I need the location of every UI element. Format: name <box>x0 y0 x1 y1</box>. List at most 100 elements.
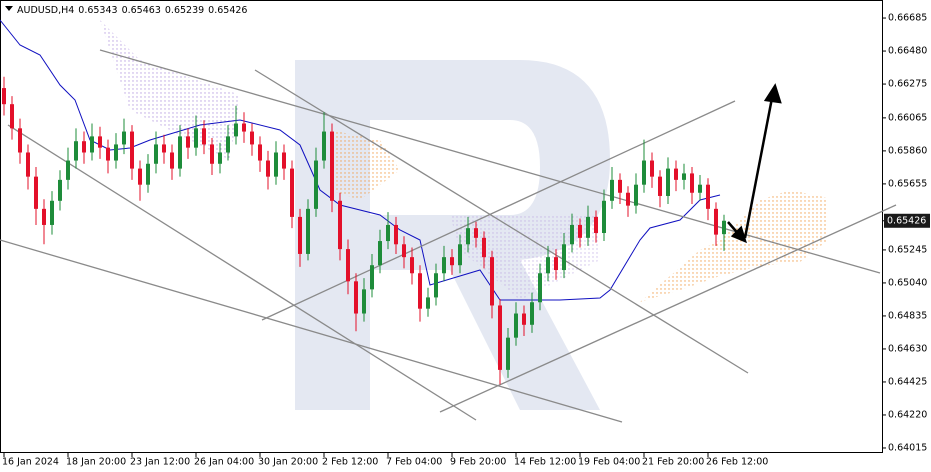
candle-body <box>514 313 518 338</box>
symbol: AUDUSD,H4 <box>17 5 74 16</box>
candle-body <box>330 131 334 201</box>
candle-body <box>234 123 238 137</box>
candle-body <box>626 192 630 206</box>
candle-body <box>26 152 30 177</box>
candle-body <box>434 273 438 298</box>
y-tick-label: 0.64015 <box>888 442 927 453</box>
x-tick-label: 23 Jan 12:00 <box>130 457 190 468</box>
ichimoku-cloud <box>640 190 828 302</box>
candle-body <box>66 160 70 180</box>
candle-body <box>354 281 358 314</box>
candle-body <box>370 265 374 290</box>
candle-body <box>722 220 726 235</box>
candle-body <box>562 244 566 271</box>
candle-body <box>154 144 158 164</box>
candle-body <box>578 224 582 238</box>
candle-body <box>170 152 174 169</box>
candle-body <box>338 200 342 250</box>
x-tick-label: 26 Jan 04:00 <box>194 457 254 468</box>
menu-triangle <box>5 6 13 11</box>
candle-body <box>458 244 462 266</box>
candle-body <box>226 136 230 153</box>
candle-body <box>554 257 558 271</box>
candle-body <box>698 184 702 193</box>
candle-body <box>162 144 166 153</box>
candle-body <box>346 249 350 282</box>
candle-body <box>410 257 414 274</box>
candle-body <box>378 241 382 266</box>
ichimoku-cloud <box>450 215 600 300</box>
candle-body <box>290 168 294 217</box>
candle-body <box>634 184 638 206</box>
chart-title: AUDUSD,H4 0.65343 0.65463 0.65239 0.65426 <box>17 5 247 16</box>
ichimoku-cloud <box>100 20 240 160</box>
y-tick-label: 0.64425 <box>888 376 927 387</box>
candle-body <box>530 302 534 325</box>
candle-body <box>714 208 718 235</box>
candle-body <box>58 179 62 201</box>
candle-body <box>106 147 110 161</box>
candle-body <box>618 179 622 193</box>
candle-body <box>402 244 406 258</box>
candle-body <box>450 257 454 266</box>
candle-body <box>586 216 590 238</box>
close-value: 0.65426 <box>208 5 247 16</box>
candle-body <box>650 160 654 177</box>
y-tick-label: 0.64220 <box>888 409 927 420</box>
x-tick-label: 7 Feb 04:00 <box>386 457 442 468</box>
forecast-arrow <box>727 83 782 244</box>
candle-body <box>34 176 38 209</box>
y-tick-label: 0.65040 <box>888 277 927 288</box>
candle-body <box>130 131 134 169</box>
y-tick-label: 0.64835 <box>888 310 927 321</box>
candle-body <box>322 131 326 161</box>
candle-body <box>490 257 494 306</box>
candle-body <box>466 228 470 245</box>
candle-body <box>642 160 646 185</box>
candle-body <box>498 305 502 370</box>
y-tick-label: 0.65655 <box>888 178 927 189</box>
x-tick-label: 16 Jan 2024 <box>2 457 59 468</box>
candle-body <box>186 136 190 148</box>
x-tick-label: 2 Feb 12:00 <box>322 457 378 468</box>
x-tick-label: 30 Jan 20:00 <box>258 457 318 468</box>
high-value: 0.65463 <box>122 5 161 16</box>
current-price: 0.65426 <box>887 215 926 226</box>
candle-body <box>218 152 222 164</box>
candle-body <box>274 152 278 177</box>
candle-body <box>146 163 150 185</box>
candle-body <box>18 128 22 153</box>
candle-body <box>674 168 678 180</box>
candle-body <box>682 173 686 180</box>
candle-body <box>570 224 574 245</box>
candle-body <box>122 131 126 145</box>
candle-body <box>394 224 398 245</box>
candle-body <box>114 144 118 161</box>
candle-body <box>666 168 670 196</box>
y-tick-label: 0.66480 <box>888 46 927 57</box>
x-tick-label: 14 Feb 12:00 <box>514 457 576 468</box>
y-tick-label: 0.66275 <box>888 79 927 90</box>
y-tick-label: 0.65245 <box>888 244 927 255</box>
candle-body <box>42 208 46 225</box>
candle-body <box>362 289 366 314</box>
candle-body <box>522 313 526 325</box>
candle-body <box>314 160 318 209</box>
x-tick-label: 26 Feb 12:00 <box>706 457 768 468</box>
candle-body <box>210 144 214 164</box>
ichimoku-cloud <box>330 130 400 200</box>
candle-body <box>610 179 614 201</box>
trend-lines <box>0 49 897 423</box>
candle-body <box>386 224 390 242</box>
candle-body <box>594 216 598 234</box>
candle-body <box>194 128 198 148</box>
y-tick-label: 0.64630 <box>888 343 927 354</box>
y-tick-label: 0.66065 <box>888 112 927 123</box>
candle-body <box>250 131 254 145</box>
candle-body <box>538 273 542 303</box>
x-tick-label: 21 Feb 20:00 <box>642 457 704 468</box>
candle-body <box>242 123 246 132</box>
x-tick-label: 18 Jan 20:00 <box>66 457 126 468</box>
open-value: 0.65343 <box>78 5 117 16</box>
